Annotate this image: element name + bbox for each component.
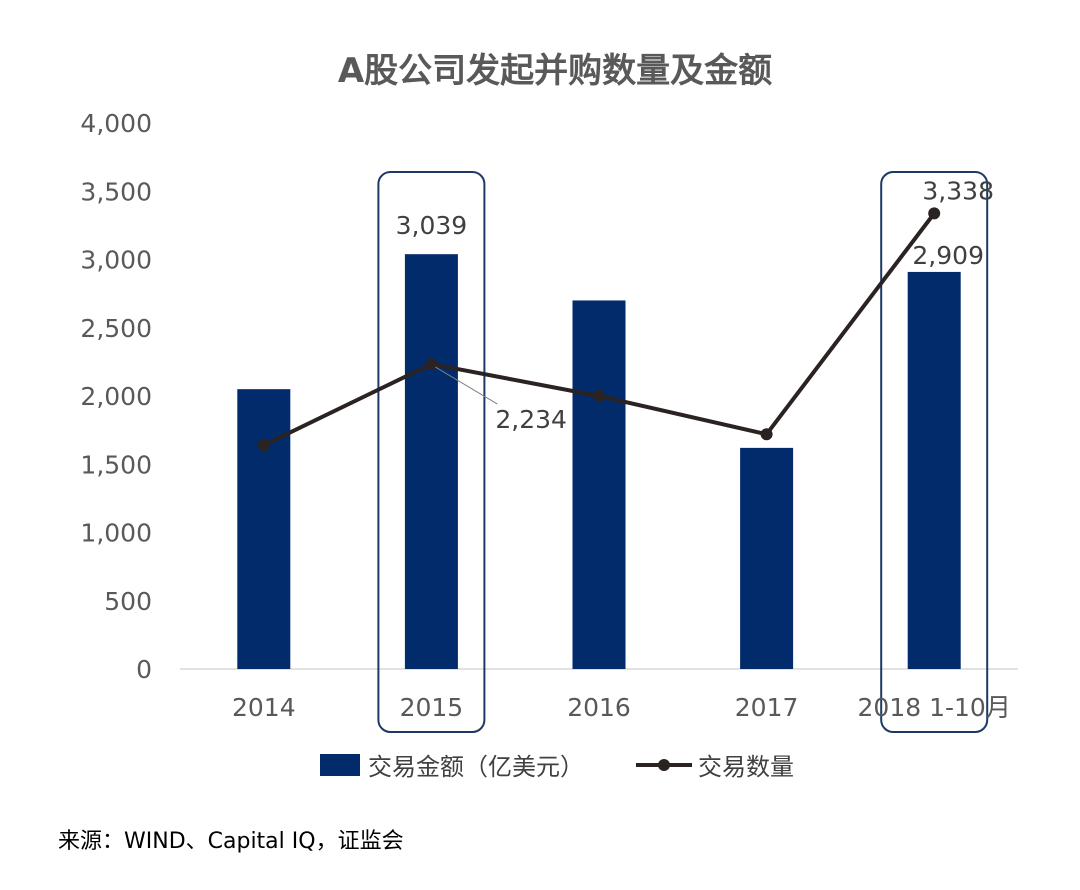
- bar-series: [237, 254, 961, 669]
- y-tick-label: 0: [136, 655, 152, 684]
- source-note: 来源：WIND、Capital IQ，证监会: [58, 829, 404, 854]
- highlight-frame: [880, 171, 989, 733]
- line-point: [928, 207, 941, 220]
- highlight-frames: [377, 171, 989, 733]
- line-point: [760, 428, 773, 441]
- x-tick-label: 2017: [735, 693, 799, 722]
- y-tick-label: 2,500: [80, 314, 152, 343]
- legend-label-line: 交易数量: [698, 753, 794, 781]
- line-series: [257, 207, 941, 452]
- y-tick-label: 4,000: [80, 109, 152, 138]
- highlight-frame: [377, 171, 486, 733]
- y-tick-label: 3,500: [80, 177, 152, 206]
- data-labels: 3,039 2,909 2,234 3,338: [396, 176, 994, 434]
- x-tick-label: 2014: [232, 693, 296, 722]
- x-axis: 2014 2015 2016 2017 2018 1-10月: [232, 693, 1011, 722]
- bar: [572, 300, 626, 669]
- y-axis: 0 500 1,000 1,500 2,000 2,500 3,000 3,500 4,000: [80, 109, 152, 684]
- bar: [404, 254, 458, 669]
- line-point: [425, 358, 438, 371]
- line-point: [257, 439, 270, 452]
- y-tick-label: 3,000: [80, 246, 152, 275]
- legend-label-bar: 交易金额（亿美元）: [368, 753, 584, 781]
- y-tick-label: 1,500: [80, 450, 152, 479]
- x-tick-label: 2015: [400, 693, 464, 722]
- x-tick-label: 2018 1-10月: [858, 693, 1011, 722]
- y-tick-label: 1,000: [80, 519, 152, 548]
- y-tick-label: 2,000: [80, 382, 152, 411]
- bar-data-label: 3,039: [396, 211, 468, 240]
- y-tick-label: 500: [104, 587, 152, 616]
- x-tick-label: 2016: [567, 693, 631, 722]
- legend: 交易金额（亿美元） 交易数量: [320, 753, 794, 781]
- bar: [740, 447, 794, 669]
- data-label-leader: [435, 366, 498, 405]
- line-point: [593, 390, 605, 402]
- legend-swatch-bar: [320, 754, 360, 776]
- bar: [907, 271, 961, 669]
- bar: [237, 389, 291, 669]
- line-data-label: 3,338: [922, 176, 994, 205]
- chart-title: A股公司发起并购数量及金额: [338, 51, 772, 91]
- line-data-label: 2,234: [495, 405, 567, 434]
- bar-data-label: 2,909: [912, 241, 984, 270]
- legend-marker-line: [658, 759, 670, 771]
